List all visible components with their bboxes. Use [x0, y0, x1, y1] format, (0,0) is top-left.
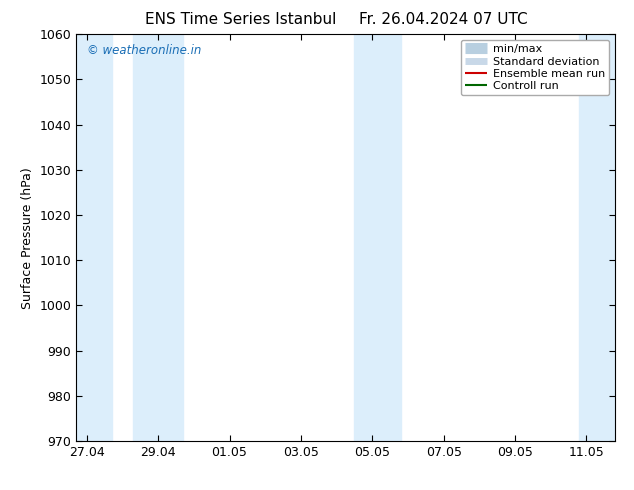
Legend: min/max, Standard deviation, Ensemble mean run, Controll run: min/max, Standard deviation, Ensemble me… [460, 40, 609, 96]
Text: ENS Time Series Istanbul: ENS Time Series Istanbul [145, 12, 337, 27]
Y-axis label: Surface Pressure (hPa): Surface Pressure (hPa) [21, 167, 34, 309]
Bar [76, 34, 112, 441]
Bar [579, 34, 615, 441]
Bar [133, 34, 183, 441]
Bar [354, 34, 401, 441]
Text: Fr. 26.04.2024 07 UTC: Fr. 26.04.2024 07 UTC [359, 12, 528, 27]
Text: © weatheronline.in: © weatheronline.in [87, 45, 201, 57]
